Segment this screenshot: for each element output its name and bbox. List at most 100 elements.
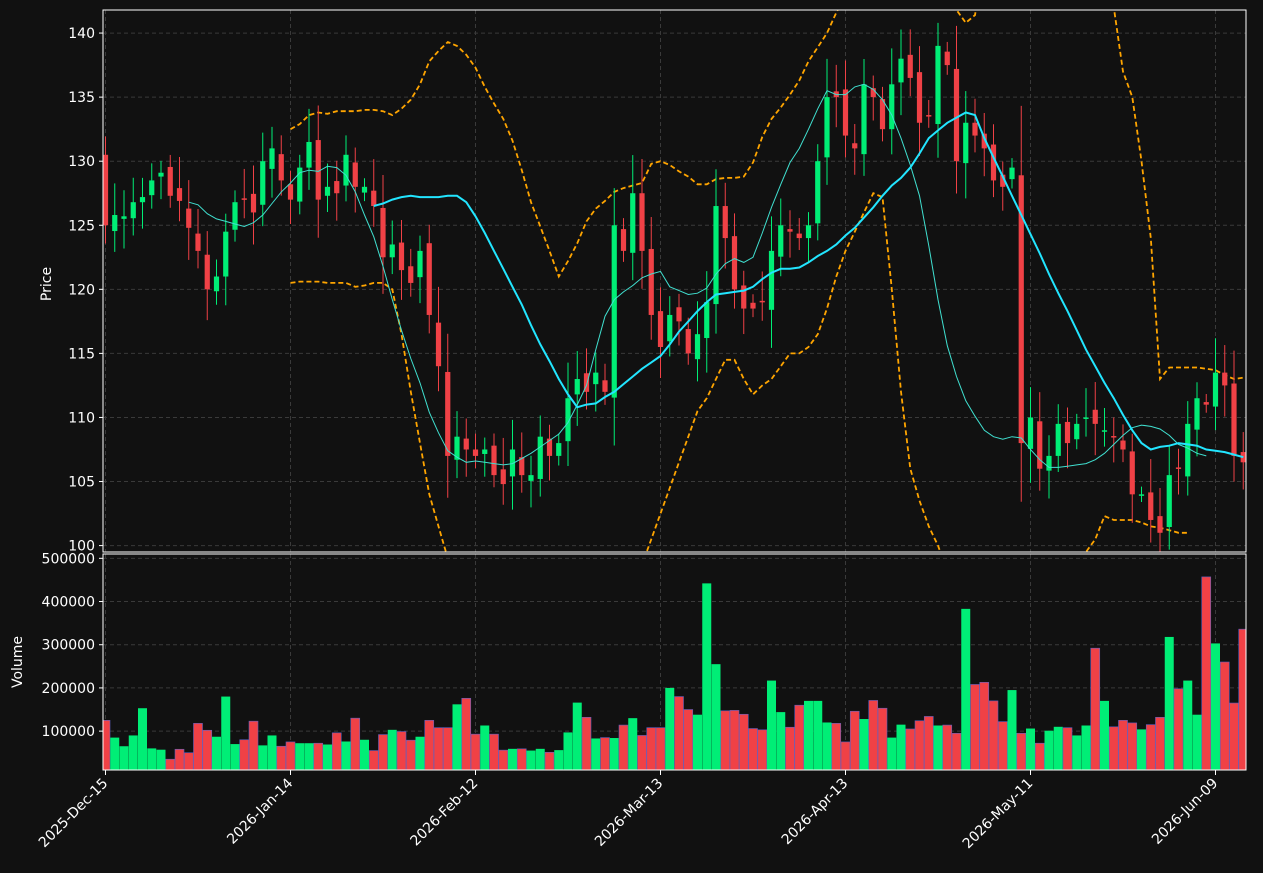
price-tick-label: 135 xyxy=(68,90,95,106)
candle-body xyxy=(916,72,923,123)
volume-bar xyxy=(350,717,361,770)
candle-body xyxy=(334,181,340,194)
volume-bar xyxy=(230,744,240,770)
volume-bar xyxy=(813,700,823,770)
candle-body xyxy=(704,302,710,339)
volume-tick-label: 300000 xyxy=(42,638,95,654)
volume-bar xyxy=(535,748,545,770)
candle-body xyxy=(546,438,553,456)
volume-bar xyxy=(970,684,980,770)
volume-bar xyxy=(174,748,185,770)
volume-bar xyxy=(988,700,999,770)
volume-bar xyxy=(951,732,962,770)
price-tick-label: 140 xyxy=(68,26,95,42)
candle-body xyxy=(121,216,127,219)
candle-body xyxy=(417,250,423,278)
candle-body xyxy=(1027,417,1034,449)
candle-body xyxy=(759,300,765,303)
candle-body xyxy=(657,311,664,347)
volume-bar xyxy=(1238,628,1246,770)
candle-body xyxy=(852,143,858,149)
volume-bar xyxy=(128,735,138,770)
candle-body xyxy=(972,122,978,136)
volume-bar xyxy=(804,700,813,770)
volume-bar xyxy=(1145,724,1156,770)
volume-bar xyxy=(1026,728,1035,770)
candle-body xyxy=(306,141,312,168)
candle-body xyxy=(1129,451,1135,495)
volume-bar xyxy=(905,728,916,770)
volume-tick-label: 100000 xyxy=(42,724,95,740)
candle-body xyxy=(731,236,738,290)
candle-body xyxy=(1101,430,1108,432)
volume-bar xyxy=(304,743,314,770)
volume-bar xyxy=(1137,729,1146,770)
candle-body xyxy=(278,154,284,181)
candle-body xyxy=(556,443,562,456)
candle-body xyxy=(158,172,164,177)
volume-bar xyxy=(1062,727,1073,770)
candle-body xyxy=(593,372,599,385)
candle-body xyxy=(1018,175,1024,444)
volume-bar xyxy=(396,731,407,770)
volume-bar xyxy=(1183,680,1193,770)
volume-bar xyxy=(720,710,731,770)
volume-bar xyxy=(942,724,953,770)
volume-bar xyxy=(693,714,702,770)
candle-body xyxy=(463,438,469,450)
candle-body xyxy=(176,188,183,201)
volume-bar xyxy=(415,736,425,770)
candle-body xyxy=(1000,174,1006,187)
volume-bar xyxy=(868,700,879,770)
candle-body xyxy=(796,233,802,239)
candle-body xyxy=(805,225,812,239)
candle-body xyxy=(195,233,201,251)
candle-body xyxy=(112,215,118,232)
volume-bar xyxy=(646,727,657,770)
price-tick-label: 130 xyxy=(68,154,95,170)
bollinger-upper-line xyxy=(290,10,1244,382)
volume-bar xyxy=(609,738,619,770)
candle-body xyxy=(343,154,349,186)
moving-average-fast-line xyxy=(188,83,1207,468)
volume-bar xyxy=(591,738,601,770)
price-panel-frame xyxy=(102,9,1247,553)
candle-body xyxy=(611,225,617,398)
candle-body xyxy=(380,207,386,258)
candle-body xyxy=(842,89,849,136)
volume-bar xyxy=(183,752,194,770)
candle-body xyxy=(750,302,756,309)
volume-bar xyxy=(360,739,369,770)
candle-body xyxy=(204,254,210,290)
volume-tick-label: 400000 xyxy=(42,595,95,611)
volume-bar xyxy=(267,735,277,770)
candle-body xyxy=(990,144,997,181)
candle-body xyxy=(639,193,645,251)
candle-body xyxy=(260,161,266,205)
candle-body xyxy=(824,97,830,158)
candle-body xyxy=(1111,436,1117,438)
volume-bar xyxy=(1072,735,1082,770)
candle-body xyxy=(537,436,543,479)
volume-bar xyxy=(295,743,305,770)
volume-bar xyxy=(405,739,416,770)
candle-body xyxy=(787,229,793,232)
volume-bar xyxy=(1118,720,1128,770)
volume-bar xyxy=(138,708,147,770)
candle-body xyxy=(676,307,682,322)
volume-bar xyxy=(165,758,176,770)
candle-body xyxy=(408,266,414,283)
candle-body xyxy=(472,449,479,456)
candle-body xyxy=(889,84,895,130)
volume-bar xyxy=(933,725,943,770)
volume-bar xyxy=(452,704,462,770)
candle-body xyxy=(815,161,821,224)
candle-body xyxy=(1157,516,1163,533)
candle-body xyxy=(167,166,173,196)
volume-bar xyxy=(498,749,509,770)
volume-bar xyxy=(193,723,203,770)
price-axis-label: Price xyxy=(39,267,55,301)
volume-bar xyxy=(767,680,776,770)
volume-bar xyxy=(822,722,832,770)
